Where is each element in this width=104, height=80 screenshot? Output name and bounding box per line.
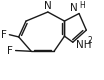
Text: NH: NH [76,40,91,50]
Text: N: N [44,1,52,11]
Text: F: F [1,30,7,40]
Text: 2: 2 [87,36,92,45]
Text: N: N [70,3,78,13]
Text: H: H [79,2,85,10]
Text: F: F [7,46,13,56]
